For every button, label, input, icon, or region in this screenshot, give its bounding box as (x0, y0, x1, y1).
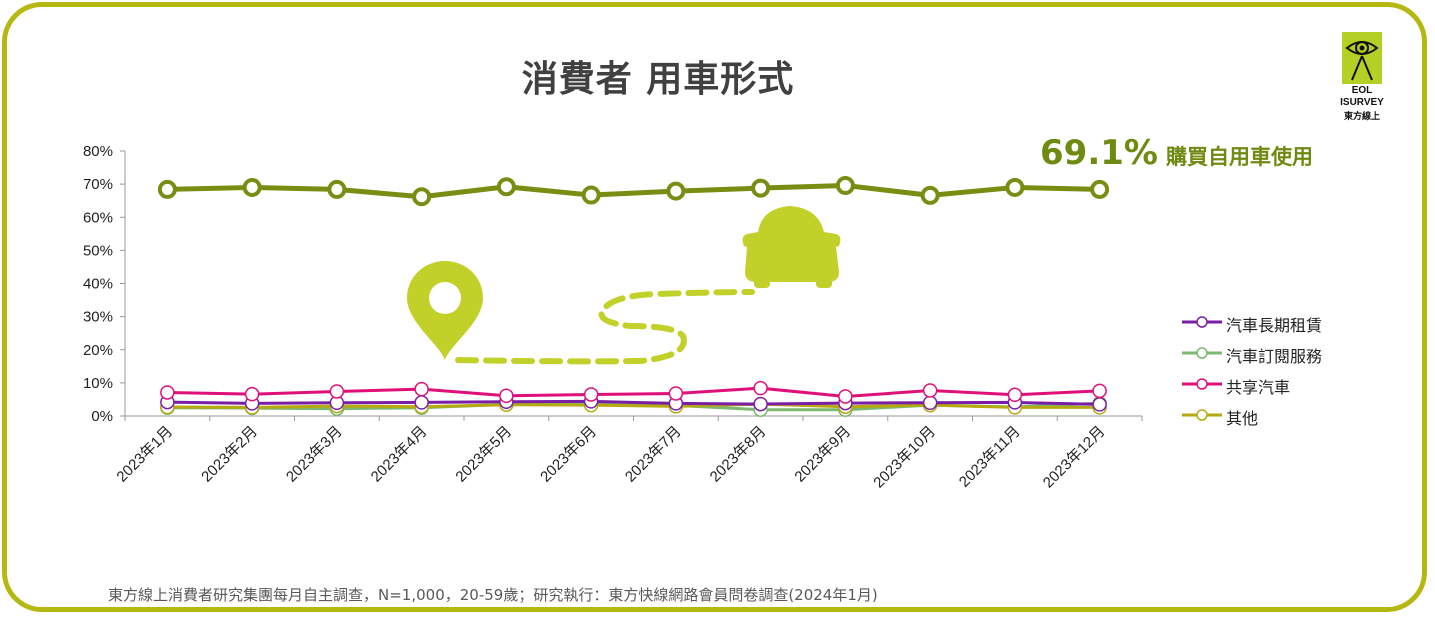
data-point (1005, 177, 1025, 197)
data-point (329, 384, 345, 399)
data-point (753, 396, 768, 412)
data-point (751, 178, 771, 198)
x-tick-label: 2023年2月 (198, 423, 261, 486)
y-tick-label: 0% (91, 408, 113, 425)
x-tick-label: 2023年12月 (1040, 423, 1109, 492)
legend-item: 汽車長期租賃 (1180, 310, 1380, 341)
legend-label: 共享汽車 (1226, 378, 1291, 397)
x-tick-label: 2023年10月 (870, 423, 939, 492)
data-point (920, 185, 940, 205)
chart-series (157, 175, 1110, 417)
logo-text-isurvey: ISURVEY (1340, 97, 1384, 108)
legend-swatch (1182, 409, 1222, 421)
data-point (835, 175, 855, 195)
data-point (414, 395, 429, 410)
data-point (1092, 397, 1107, 412)
legend-label: 其他 (1226, 409, 1259, 428)
source-footnote: 東方線上消費者研究集團每月自主調查，N=1,000，20-59歲；研究執行：東方… (108, 586, 878, 604)
callout-text: 購買自用車使用 (1165, 145, 1313, 169)
data-point (242, 177, 262, 197)
legend-swatch (1182, 378, 1222, 390)
x-tick-label: 2023年11月 (956, 423, 1024, 491)
data-point (412, 187, 432, 207)
series-line (167, 402, 1100, 409)
series-其他 (160, 396, 1107, 415)
data-point (583, 387, 599, 402)
series-line (167, 399, 1100, 406)
legend-item: 共享汽車 (1180, 372, 1380, 403)
data-point (753, 380, 768, 396)
x-tick-label: 2023年1月 (113, 423, 176, 486)
data-point (1007, 387, 1023, 403)
x-tick-label: 2023年9月 (791, 423, 854, 486)
y-tick-label: 60% (83, 209, 113, 226)
data-point (327, 179, 347, 199)
data-point (496, 177, 516, 197)
data-point (1090, 179, 1110, 199)
y-tick-label: 80% (83, 143, 113, 160)
logo-text-eol: EOL (1351, 85, 1373, 96)
logo-text-cn: 東方線上 (1343, 111, 1380, 121)
x-tick-label: 2023年5月 (452, 423, 515, 486)
legend-item: 其他 (1180, 403, 1380, 434)
y-tick-label: 70% (83, 176, 113, 193)
y-tick-label: 50% (83, 242, 113, 259)
x-tick-label: 2023年7月 (622, 423, 685, 486)
x-tick-label: 2023年6月 (537, 423, 600, 486)
series-共享汽車 (160, 380, 1107, 404)
y-tick-label: 40% (83, 276, 113, 293)
x-tick-label: 2023年3月 (283, 423, 346, 486)
y-tick-label: 10% (83, 375, 113, 392)
series-line (167, 182, 1100, 200)
map-pin-icon (407, 261, 483, 360)
data-point (922, 395, 938, 410)
callout-value: 69.1% (1040, 133, 1158, 173)
dashed-route (455, 289, 755, 365)
x-tick-label: 2023年8月 (707, 423, 770, 486)
chart-legend: 汽車長期租賃 汽車訂閱服務 共享汽車其他 (1180, 310, 1380, 434)
eol-isurvey-logo-icon (1342, 32, 1382, 84)
illustration (407, 206, 841, 365)
data-point (157, 179, 177, 199)
data-point (668, 386, 684, 401)
x-tick-label: 2023年4月 (368, 423, 431, 486)
data-point (414, 381, 429, 397)
legend-item: 汽車訂閱服務 (1180, 341, 1380, 372)
y-tick-label: 30% (83, 309, 113, 326)
data-point (160, 385, 175, 400)
series-line (167, 386, 1100, 398)
legend-swatch (1182, 316, 1222, 328)
data-point (922, 383, 938, 398)
data-point (838, 389, 853, 404)
data-point (499, 388, 514, 404)
car-icon (742, 206, 841, 288)
data-point (244, 386, 260, 402)
page-title: 消費者 用車形式 (521, 59, 795, 100)
data-point (1092, 383, 1107, 399)
highlight-callout: 69.1% 購買自用車使用 (1040, 133, 1313, 173)
data-point (666, 181, 686, 201)
legend-label: 汽車長期租賃 (1226, 316, 1323, 335)
series-購買自用車使用 (157, 175, 1110, 207)
legend-label: 汽車訂閱服務 (1226, 347, 1323, 366)
chart-frame (2, 2, 1427, 612)
legend-swatch (1182, 347, 1222, 359)
data-point (581, 185, 601, 205)
y-tick-label: 20% (83, 342, 113, 359)
